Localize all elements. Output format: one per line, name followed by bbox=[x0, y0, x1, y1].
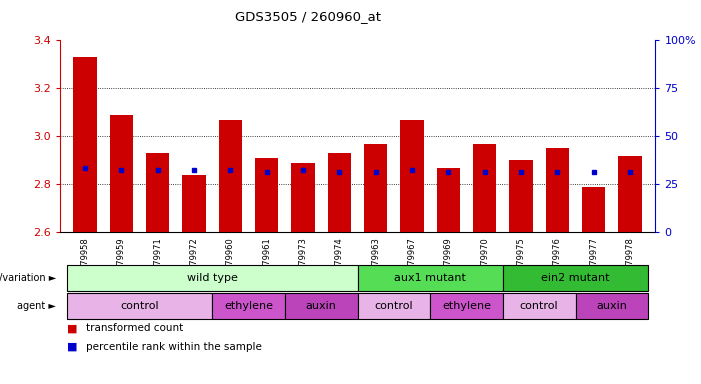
Text: agent ►: agent ► bbox=[18, 301, 56, 311]
Text: control: control bbox=[520, 301, 559, 311]
Text: ■: ■ bbox=[67, 342, 77, 352]
Bar bbox=[437, 167, 460, 232]
Text: ■: ■ bbox=[67, 323, 77, 333]
Bar bbox=[545, 148, 569, 232]
Bar bbox=[473, 144, 496, 232]
Bar bbox=[327, 153, 351, 232]
Text: ein2 mutant: ein2 mutant bbox=[541, 273, 610, 283]
Text: auxin: auxin bbox=[306, 301, 336, 311]
Bar bbox=[73, 57, 97, 232]
Text: aux1 mutant: aux1 mutant bbox=[394, 273, 466, 283]
Bar bbox=[182, 175, 206, 232]
Text: auxin: auxin bbox=[597, 301, 627, 311]
Bar bbox=[364, 144, 388, 232]
Bar bbox=[582, 187, 606, 232]
Text: ethylene: ethylene bbox=[224, 301, 273, 311]
Bar bbox=[618, 156, 642, 232]
Text: transformed count: transformed count bbox=[86, 323, 184, 333]
Bar bbox=[146, 153, 170, 232]
Text: percentile rank within the sample: percentile rank within the sample bbox=[86, 342, 262, 352]
Text: control: control bbox=[374, 301, 413, 311]
Bar bbox=[509, 161, 533, 232]
Bar bbox=[109, 115, 133, 232]
Text: genotype/variation ►: genotype/variation ► bbox=[0, 273, 56, 283]
Bar bbox=[255, 158, 278, 232]
Text: control: control bbox=[120, 301, 159, 311]
Bar bbox=[400, 119, 424, 232]
Bar bbox=[219, 119, 242, 232]
Text: ethylene: ethylene bbox=[442, 301, 491, 311]
Text: GDS3505 / 260960_at: GDS3505 / 260960_at bbox=[236, 10, 381, 23]
Text: wild type: wild type bbox=[186, 273, 238, 283]
Bar bbox=[291, 163, 315, 232]
